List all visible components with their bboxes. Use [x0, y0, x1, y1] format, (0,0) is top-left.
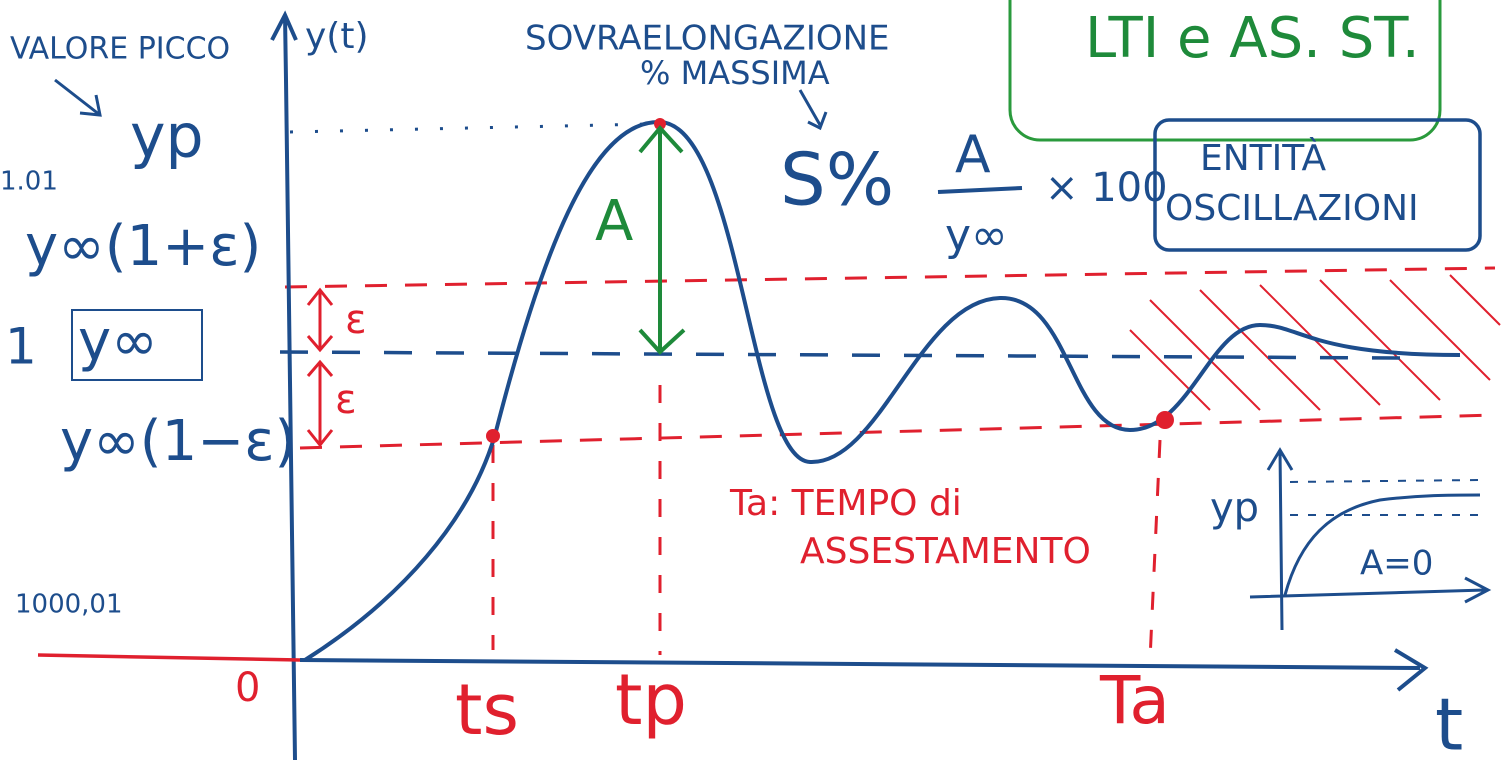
label: S%: [780, 138, 894, 222]
label: tp: [615, 659, 687, 741]
label: ε: [335, 377, 357, 423]
label: LTI e AS. ST.: [1085, 6, 1420, 71]
label: ts: [455, 669, 519, 751]
label: 0: [235, 665, 260, 711]
label: A=0: [1360, 544, 1433, 584]
label: yp: [1210, 485, 1259, 531]
label: ENTITÀ: [1200, 137, 1326, 179]
label: ASSESTAMENTO: [800, 531, 1091, 572]
background: [0, 0, 1510, 769]
label: y∞(1−ε): [60, 409, 296, 474]
label: 1.01: [0, 167, 58, 197]
label: Ta: [1099, 662, 1170, 739]
label: y∞: [78, 309, 158, 374]
label: yp: [130, 102, 204, 172]
label: 1: [5, 318, 37, 376]
label: y∞(1+ε): [25, 214, 261, 279]
label: % MASSIMA: [640, 54, 830, 92]
label: OSCILLAZIONI: [1165, 188, 1419, 229]
label: A: [595, 189, 633, 254]
label: ε: [345, 297, 367, 343]
label: y∞: [945, 210, 1008, 261]
label: t: [1435, 683, 1463, 767]
diagram: VALORE PICCO y(t) SOVRAELONGAZIONE % MAS…: [0, 0, 1510, 769]
label: SOVRAELONGAZIONE: [525, 19, 890, 59]
label: y(t): [305, 16, 369, 57]
label: 1000,01: [15, 590, 123, 620]
label: Ta: TEMPO di: [729, 483, 962, 524]
label: VALORE PICCO: [10, 32, 230, 67]
label: A: [955, 125, 991, 185]
label: × 100: [1045, 165, 1168, 211]
